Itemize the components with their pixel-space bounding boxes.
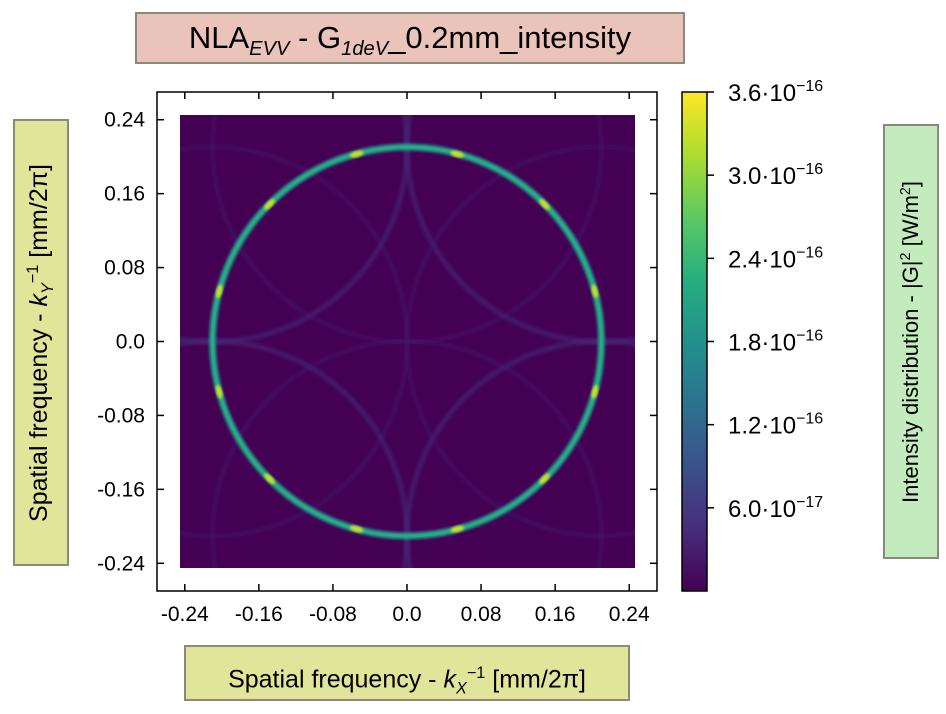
y-tick-label: 0.24 xyxy=(104,109,145,132)
hotspot xyxy=(349,150,364,158)
hotspot xyxy=(215,284,223,299)
heatmap-background xyxy=(180,115,635,568)
y-tick-label: -0.08 xyxy=(97,404,145,427)
x-axis-label: Spatial frequency - kX−1 [mm/2π] xyxy=(184,645,630,701)
x-ticks: -0.24 -0.16 -0.08 0.0 0.08 0.16 0.24 xyxy=(161,92,650,626)
y-tick-label: 0.16 xyxy=(104,183,145,206)
side-ring xyxy=(404,144,635,539)
y-tick-label: -0.24 xyxy=(97,552,145,575)
colorbar-tick-label: 6.0·10−17 xyxy=(728,494,823,523)
x-tick-label: -0.08 xyxy=(309,603,357,626)
hotspot xyxy=(450,525,465,533)
colorbar-ticks: 3.6·10−16 3.0·10−16 2.4·10−16 1.8·10−16 1.2·… xyxy=(707,78,823,523)
hotspot xyxy=(450,150,465,158)
x-tick-label: -0.16 xyxy=(235,603,283,626)
hotspots xyxy=(215,150,599,533)
x-tick-label: 0.24 xyxy=(609,603,650,626)
side-ring xyxy=(180,144,410,539)
hotspot xyxy=(591,284,599,299)
colorbar-tick-label: 3.0·10−16 xyxy=(728,161,823,190)
y-axis-label: Spatial frequency - kY−1 [mm/2π] xyxy=(23,163,58,522)
plot-frame xyxy=(156,91,658,592)
y-ticks: 0.24 0.16 0.08 0.0 -0.08 -0.16 -0.24 xyxy=(97,109,657,575)
main-ring-group xyxy=(209,143,605,540)
y-tick-label: 0.08 xyxy=(104,257,145,280)
x-tick-label: -0.24 xyxy=(161,603,209,626)
colorbar-tick-label: 1.8·10−16 xyxy=(728,328,823,357)
hotspot xyxy=(539,473,550,485)
y-tick-label: 0.0 xyxy=(116,331,145,354)
hotspot xyxy=(264,198,275,210)
hotspot xyxy=(539,198,550,210)
hotspot xyxy=(591,384,599,399)
hotspot xyxy=(264,473,275,485)
main-ring-core xyxy=(211,145,603,538)
x-tick-label: 0.16 xyxy=(535,603,576,626)
x-tick-label: 0.08 xyxy=(461,603,502,626)
colorbar xyxy=(681,91,708,592)
hotspot xyxy=(215,384,223,399)
y-tick-label: -0.16 xyxy=(97,478,145,501)
side-rings xyxy=(180,115,635,568)
colorbar-label: Intensity distribution - |G|2 [W/m2] xyxy=(897,180,924,503)
colorbar-tick-label: 1.2·10−16 xyxy=(728,411,823,440)
y-axis-label-box: Spatial frequency - kY−1 [mm/2π] xyxy=(13,119,69,566)
chart-title: NLAEVV - G1deV_0.2mm_intensity xyxy=(135,12,685,64)
colorbar-tick-label: 3.6·10−16 xyxy=(728,78,823,107)
main-ring xyxy=(209,143,605,540)
colorbar-label-box: Intensity distribution - |G|2 [W/m2] xyxy=(883,124,939,559)
hotspot xyxy=(349,525,364,533)
colorbar-tick-label: 2.4·10−16 xyxy=(728,244,823,273)
x-tick-label: 0.0 xyxy=(392,603,421,626)
